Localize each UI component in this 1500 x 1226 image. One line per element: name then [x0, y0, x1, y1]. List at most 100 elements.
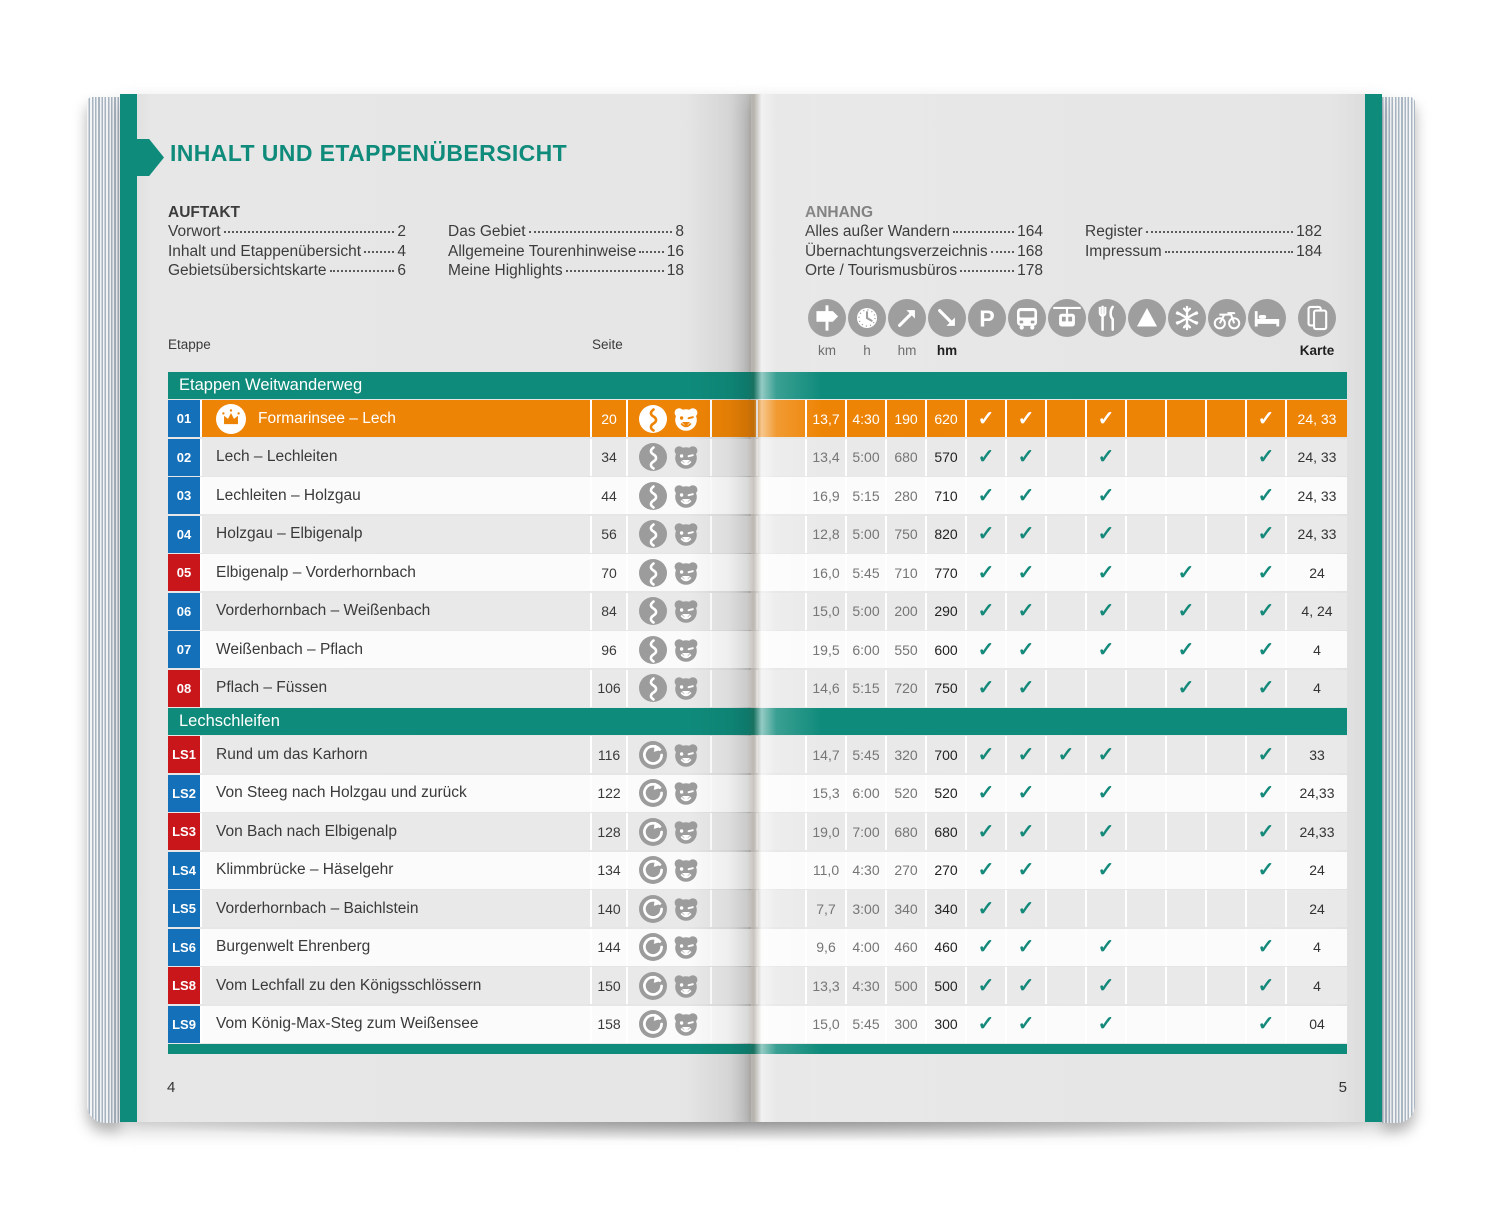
metric-item	[997, 299, 1057, 342]
stage-number-badge: 07	[168, 631, 202, 668]
check-cablecar	[1047, 928, 1087, 966]
stage-row-02: 02 Lech – Lechleiten 34 13,4 5:00 680 570 ✓ ✓ ✓ ✓ 2…	[168, 438, 1347, 476]
toc-column: Das Gebiet 8 Allgemeine Tourenhinweise 16 Me…	[448, 223, 684, 282]
check-cablecar	[1047, 774, 1087, 812]
map-numbers: 24, 33	[1287, 515, 1347, 553]
check-cablecar	[1047, 477, 1087, 514]
km-value: 9,6	[807, 928, 847, 966]
check-mountain	[1127, 813, 1167, 850]
descent-value: 600	[927, 631, 967, 668]
linear-route-icon	[638, 558, 667, 587]
descent-value: 290	[927, 592, 967, 630]
stage-type-icons	[628, 928, 712, 966]
stage-page-number: 134	[592, 851, 628, 889]
check-restaurant	[1087, 669, 1127, 707]
check-snowflake	[1167, 515, 1207, 553]
toc-entry-label: Alles außer Wandern	[805, 223, 951, 240]
map-numbers: 24	[1287, 554, 1347, 591]
map-numbers: 4	[1287, 928, 1347, 966]
metric-label: Karte	[1299, 343, 1335, 358]
duration-value: 5:15	[847, 669, 887, 707]
stage-name-text: Klimmbrücke – Häselgehr	[216, 861, 394, 878]
ascent-value: 680	[887, 438, 927, 476]
descent-value: 570	[927, 438, 967, 476]
ascent-value: 500	[887, 967, 927, 1004]
checkmark-icon: ✓	[1017, 782, 1035, 804]
check-snowflake	[1167, 813, 1207, 850]
checkmark-icon: ✓	[1257, 1013, 1275, 1035]
map-numbers: 24, 33	[1287, 477, 1347, 514]
toc-leader-dots	[1145, 231, 1294, 233]
map-numbers: 24, 33	[1287, 400, 1347, 437]
checkmark-icon: ✓	[1017, 859, 1035, 881]
check-bike	[1207, 736, 1247, 773]
checkmark-icon: ✓	[1257, 859, 1275, 881]
checkmark-icon: ✓	[1177, 638, 1195, 661]
stage-name: Vom König-Max-Steg zum Weißensee	[202, 1005, 592, 1043]
checkmark-icon: ✓	[1017, 743, 1035, 766]
checkmark-icon: ✓	[977, 897, 995, 920]
gutter-cell	[758, 890, 807, 927]
stage-number-badge: LS9	[168, 1005, 202, 1043]
checkmark-icon: ✓	[977, 407, 995, 430]
toc-leader-dots	[528, 231, 673, 233]
check-bus: ✓	[1007, 967, 1047, 1004]
toc-leader-dots	[953, 231, 1015, 233]
stage-number-badge: LS2	[168, 774, 202, 812]
stage-type-icons	[628, 515, 712, 553]
check-restaurant: ✓	[1087, 631, 1127, 668]
stage-type-icons	[628, 669, 712, 707]
stage-row-03: 03 Lechleiten – Holzgau 44 16,9 5:15 280 710 ✓ ✓…	[168, 477, 1347, 514]
bear-family-icon	[672, 779, 700, 807]
map-numbers: 24	[1287, 851, 1347, 889]
toc-entry: Alles außer Wandern 164	[805, 223, 1043, 243]
duration-value: 5:45	[847, 1005, 887, 1043]
stage-number-badge: LS1	[168, 736, 202, 773]
check-bed: ✓	[1247, 669, 1287, 707]
checkmark-icon: ✓	[1257, 638, 1275, 661]
stage-name: Burgenwelt Ehrenberg	[202, 928, 592, 966]
seite-column-label: Seite	[592, 337, 623, 352]
toc-entry: Gebietsübersichtskarte 6	[168, 262, 406, 282]
spacer-cell	[712, 967, 758, 1004]
spacer-cell	[712, 592, 758, 630]
stage-name: Weißenbach – Pflach	[202, 631, 592, 668]
toc-entry-label: Gebietsübersichtskarte	[168, 262, 327, 279]
stage-name: Vom Lechfall zu den Königsschlössern	[202, 967, 592, 1004]
checkmark-icon: ✓	[977, 600, 995, 622]
ascent-value: 280	[887, 477, 927, 514]
toc-entry: Übernachtungsverzeichnis 168	[805, 243, 1043, 263]
metric-item	[1117, 299, 1177, 342]
page-stack-right-edge	[1382, 97, 1415, 1123]
duration-value: 4:30	[847, 851, 887, 889]
bed-icon	[1248, 299, 1286, 337]
descent-value: 680	[927, 813, 967, 850]
check-bed: ✓	[1247, 515, 1287, 553]
spacer-cell	[712, 554, 758, 591]
spacer-cell	[712, 400, 758, 437]
stage-name-text: Vorderhornbach – Baichlstein	[216, 899, 419, 917]
toc-leader-dots	[960, 270, 1015, 272]
spacer-cell	[712, 813, 758, 850]
stage-number-badge: 05	[168, 554, 202, 591]
checkmark-icon: ✓	[1097, 446, 1115, 468]
map-numbers: 4	[1287, 631, 1347, 668]
toc-entry-label: Das Gebiet	[448, 223, 526, 240]
check-bus: ✓	[1007, 515, 1047, 553]
stage-name: Rund um das Karhorn	[202, 736, 592, 773]
stage-name: Vorderhornbach – Baichlstein	[202, 890, 592, 927]
check-cablecar	[1047, 1005, 1087, 1043]
descent-value: 520	[927, 774, 967, 812]
stage-name: Elbigenalp – Vorderhornbach	[202, 554, 592, 591]
stage-page-number: 128	[592, 813, 628, 850]
gutter-cell	[758, 928, 807, 966]
toc-heading-auftakt: AUFTAKT	[168, 204, 241, 221]
km-value: 14,7	[807, 736, 847, 773]
check-bike	[1207, 851, 1247, 889]
bear-family-icon	[672, 405, 700, 433]
checkmark-icon: ✓	[1017, 407, 1035, 430]
loop-route-icon	[638, 971, 667, 1000]
check-restaurant: ✓	[1087, 813, 1127, 850]
stage-page-number: 84	[592, 592, 628, 630]
check-restaurant	[1087, 890, 1127, 927]
